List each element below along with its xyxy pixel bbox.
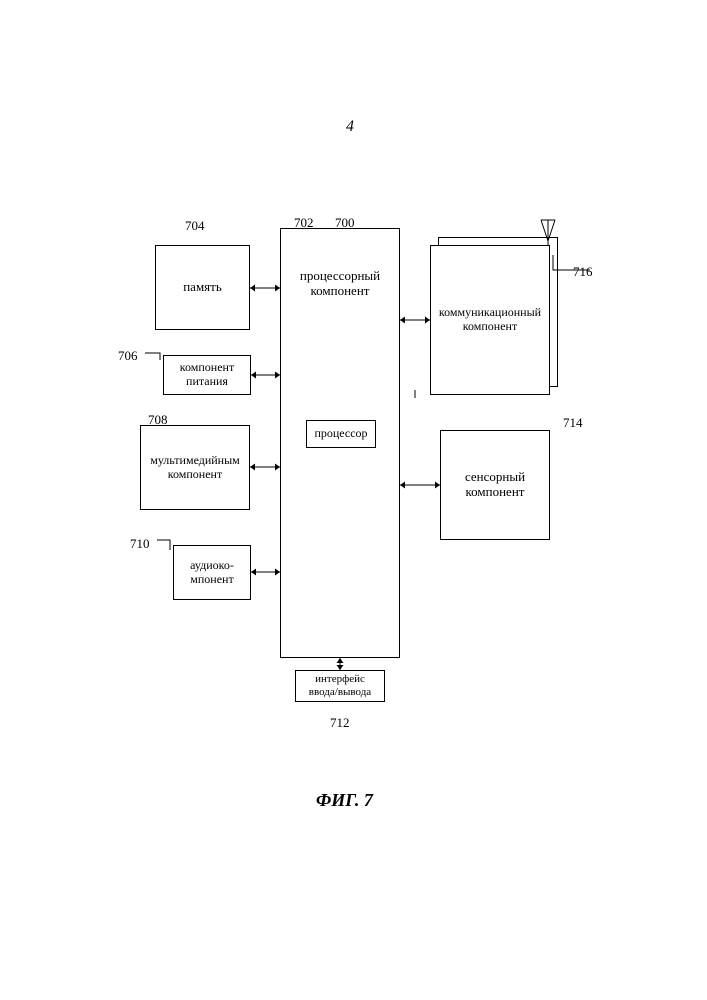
diagram-canvas: 4 704 702 700 706 708 710 712 714 716 72… [0,0,707,1000]
comm-label: коммуникационныйкомпонент [439,306,541,334]
io-label: интерфейсввода/вывода [309,673,371,698]
memory-box: память [155,245,250,330]
ref-comm: 716 [573,264,593,280]
power-label: компонентпитания [180,361,234,389]
figure-caption: ФИГ. 7 [316,790,373,811]
sensor-label: сенсорныйкомпонент [465,470,525,500]
ref-io: 712 [330,715,350,731]
memory-label: память [183,280,222,295]
audio-box: аудиоко-мпонент [173,545,251,600]
ref-power: 706 [118,348,138,364]
comm-box: коммуникационныйкомпонент [430,245,550,395]
processor-comp-label: процессорныйкомпонент [300,269,380,299]
ref-sensor: 714 [563,415,583,431]
ref-memory: 704 [185,218,205,234]
processor-label: процессор [314,427,367,441]
multimedia-box: мультимедийнымкомпонент [140,425,250,510]
audio-label: аудиоко-мпонент [190,559,234,587]
power-box: компонентпитания [163,355,251,395]
multimedia-label: мультимедийнымкомпонент [150,454,240,482]
sensor-box: сенсорныйкомпонент [440,430,550,540]
io-box: интерфейсввода/вывода [295,670,385,702]
processor-box: процессор [306,420,376,448]
ref-audio: 710 [130,536,150,552]
page-number: 4 [346,118,354,136]
